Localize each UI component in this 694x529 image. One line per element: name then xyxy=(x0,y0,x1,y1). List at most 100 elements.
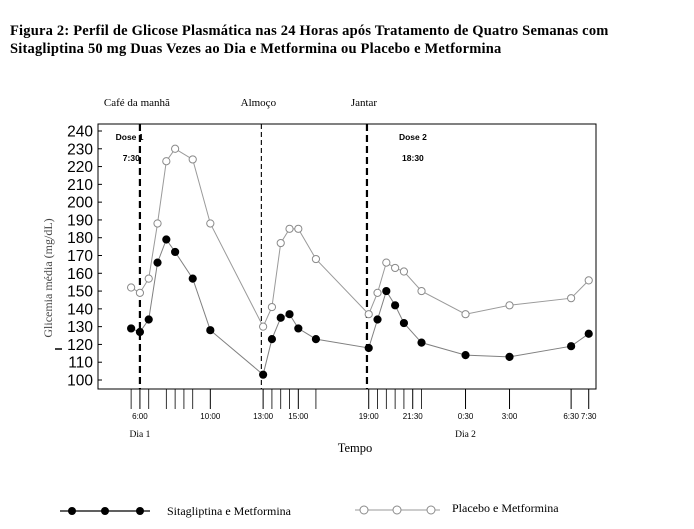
y-tick-label: 240 xyxy=(67,124,93,141)
dose-annotation: 7:30 xyxy=(123,153,140,163)
legend-marker xyxy=(101,507,109,515)
event-label: Almoço xyxy=(241,97,277,109)
y-tick-label: 120 xyxy=(67,337,93,354)
data-point xyxy=(311,334,321,344)
y-tick-label: 180 xyxy=(67,230,93,247)
data-point xyxy=(127,283,136,292)
data-point xyxy=(162,235,171,244)
legend-marker xyxy=(426,505,436,515)
y-tick-label: 220 xyxy=(67,159,93,176)
data-point xyxy=(276,238,285,248)
series-placebo-metformina xyxy=(127,144,593,331)
plot-frame xyxy=(97,123,597,390)
event-label: Café da manhã xyxy=(104,97,170,109)
data-point xyxy=(584,276,593,285)
y-tick-label: 130 xyxy=(67,319,93,336)
data-point xyxy=(276,313,285,322)
series-line xyxy=(130,238,590,376)
data-point xyxy=(391,301,400,310)
legend-marker xyxy=(359,505,369,515)
x-tick-label: 10:00 xyxy=(200,412,221,421)
y-tick-label: 110 xyxy=(68,355,93,372)
data-point xyxy=(259,322,268,331)
x-tick-label: 21:30 xyxy=(403,412,424,421)
data-point xyxy=(505,301,514,310)
day-label: Dia 1 xyxy=(129,430,150,440)
data-point xyxy=(135,288,145,297)
data-point xyxy=(417,286,426,296)
data-point xyxy=(135,327,145,337)
x-tick-label: 19:00 xyxy=(359,412,380,421)
data-point xyxy=(171,247,180,257)
data-point xyxy=(259,370,268,379)
data-point xyxy=(144,274,153,283)
data-point xyxy=(567,294,576,303)
data-point xyxy=(285,224,294,233)
data-point xyxy=(153,219,162,228)
data-point xyxy=(285,310,294,319)
data-point xyxy=(584,329,593,338)
y-tick-label: 160 xyxy=(67,266,93,283)
data-point xyxy=(188,155,197,164)
series-line xyxy=(130,148,590,328)
legend-marker xyxy=(392,505,402,515)
data-point xyxy=(567,342,576,351)
data-point xyxy=(267,302,277,312)
y-tick-label: 210 xyxy=(67,177,93,194)
data-point xyxy=(294,224,303,233)
data-point xyxy=(373,288,382,297)
x-tick-label: 6:30 xyxy=(563,412,579,421)
y-tick-label: 230 xyxy=(67,141,93,158)
data-point xyxy=(364,343,373,353)
day-label: Dia 2 xyxy=(455,430,476,440)
x-tick-label: 15:00 xyxy=(288,412,309,421)
x-tick-label: 13:00 xyxy=(253,412,274,421)
data-point xyxy=(267,334,277,344)
data-point xyxy=(505,352,514,361)
data-point xyxy=(461,310,470,319)
x-axis-label: Tempo xyxy=(338,441,373,455)
dose-annotation: 18:30 xyxy=(402,153,424,163)
series-sitagliptina-metformina xyxy=(127,235,593,379)
data-point xyxy=(417,338,426,347)
data-point xyxy=(188,274,197,283)
data-point xyxy=(206,219,215,228)
y-tick-label: 150 xyxy=(67,284,93,301)
y-tick-label: 170 xyxy=(67,248,93,265)
data-point xyxy=(373,315,382,324)
y-tick-label: 190 xyxy=(67,212,93,229)
data-point xyxy=(153,258,162,267)
data-point xyxy=(461,351,470,360)
data-point xyxy=(311,254,321,264)
data-point xyxy=(206,326,215,335)
data-point xyxy=(391,263,400,273)
data-point xyxy=(399,318,409,328)
x-tick-label: 6:00 xyxy=(132,412,148,421)
x-tick-label: 3:00 xyxy=(502,412,518,421)
y-axis-label: Glicemia média (mg/dL) xyxy=(41,218,55,337)
data-point xyxy=(171,144,180,153)
y-tick-label: 140 xyxy=(67,301,93,318)
data-point xyxy=(382,286,391,296)
y-tick-label: 100 xyxy=(67,373,93,390)
figure-title-line-1: Figura 2: Perfil de Glicose Plasmática n… xyxy=(10,23,609,39)
legend: Sitagliptina e Metformina Placebo e Metfo… xyxy=(60,501,559,518)
legend-marker xyxy=(136,507,144,515)
data-point xyxy=(399,267,409,276)
figure-title: Figura 2: Perfil de Glicose Plasmática n… xyxy=(10,22,690,58)
data-point xyxy=(144,315,153,324)
data-point xyxy=(127,324,136,333)
dose-annotation: Dose 2 xyxy=(399,132,427,142)
data-point xyxy=(382,258,391,267)
data-point xyxy=(294,324,303,333)
data-point xyxy=(162,157,171,166)
dose-annotation: Dose 1 xyxy=(116,132,144,142)
x-tick-label: 0:30 xyxy=(458,412,474,421)
x-tick-label: 7:30 xyxy=(581,412,597,421)
legend-marker xyxy=(68,507,76,515)
y-tick-label: 200 xyxy=(67,195,93,212)
figure-title-line-2: Sitagliptina 50 mg Duas Vezes ao Dia e M… xyxy=(10,41,502,57)
data-point xyxy=(364,310,373,319)
legend-label: Sitagliptina e Metformina xyxy=(167,504,292,518)
